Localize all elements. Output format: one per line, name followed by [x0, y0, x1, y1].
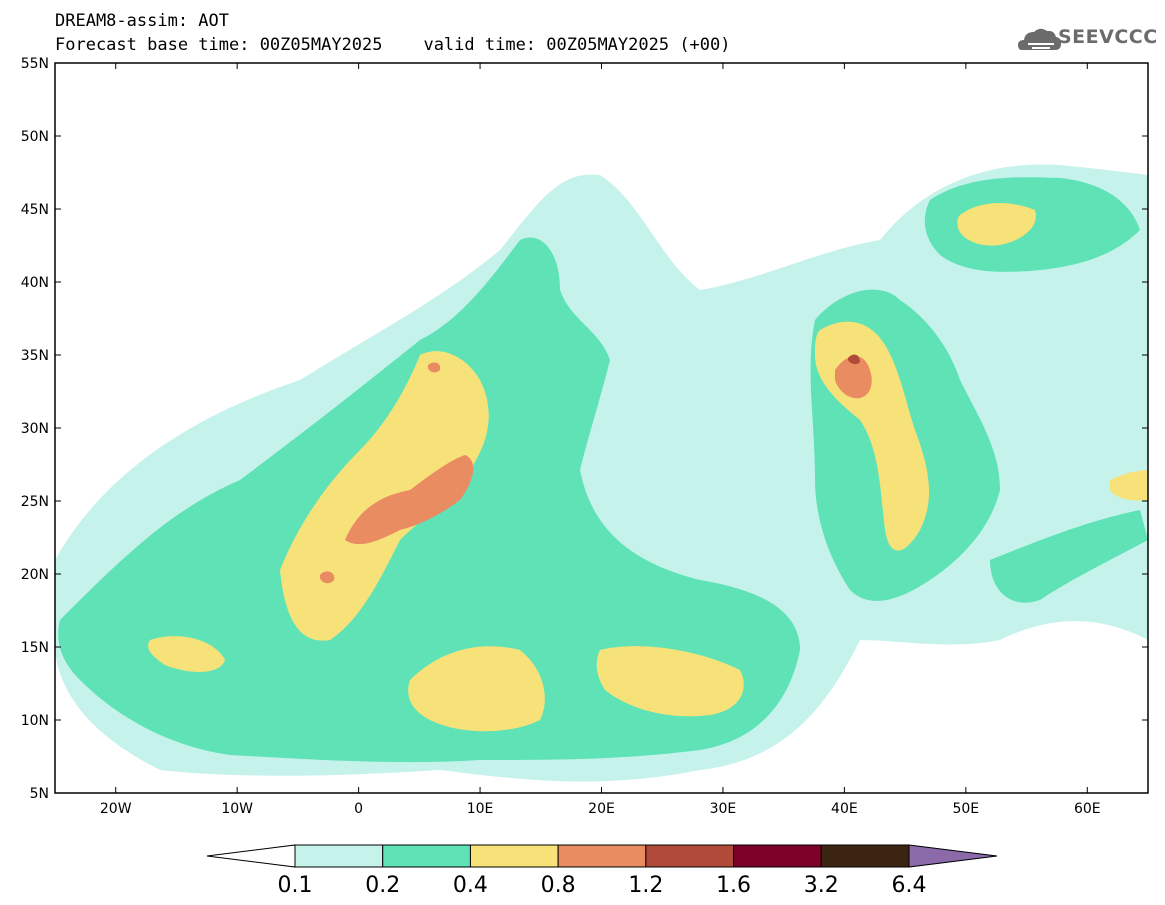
x-tick-label: 40E	[831, 801, 858, 817]
colorbar-label: 0.8	[541, 873, 576, 898]
colorbar-box	[733, 844, 822, 868]
aot-band-0-4-chad	[596, 646, 744, 717]
colorbar-label: 6.4	[892, 873, 927, 898]
y-tick-label: 20N	[21, 567, 49, 583]
y-tick-label: 35N	[21, 348, 49, 364]
x-tick-label: 50E	[952, 801, 979, 817]
aot-band-1-2-iraq	[848, 354, 860, 365]
colorbar-arrow-high	[908, 844, 998, 868]
aot-band-0-4-sahel	[408, 646, 545, 732]
y-tick-label: 30N	[21, 421, 49, 437]
colorbar-label: 1.2	[628, 873, 663, 898]
title-line-1: DREAM8-assim: AOT	[55, 11, 229, 31]
colorbar-box	[469, 844, 559, 868]
aot-fields	[55, 164, 1148, 782]
x-tick-label: 10E	[467, 801, 494, 817]
y-tick-label: 45N	[21, 202, 49, 218]
y-tick-label: 5N	[30, 786, 49, 802]
colorbar-label: 3.2	[804, 873, 839, 898]
aot-band-0-4-caspian	[957, 203, 1036, 246]
colorbar-label: 0.4	[453, 873, 488, 898]
y-tick-label: 50N	[21, 129, 49, 145]
colorbar-box	[557, 844, 647, 868]
logo-text: SEEVCCC	[1058, 26, 1158, 48]
aot-band-0-8-spot2	[320, 571, 335, 584]
colorbar-label: 0.1	[278, 873, 313, 898]
x-tick-label: 20E	[588, 801, 615, 817]
x-axis: 20W 10W 0 10E 20E 30E 40E 50E 60E	[100, 63, 1101, 817]
x-tick-label: 10W	[221, 801, 253, 817]
aot-band-0-4-iran	[1110, 470, 1148, 501]
aot-band-0-4-wafrica	[148, 636, 225, 672]
y-tick-label: 40N	[21, 275, 49, 291]
x-tick-label: 60E	[1074, 801, 1101, 817]
x-tick-label: 0	[354, 801, 363, 817]
colorbar-box	[294, 844, 384, 868]
aot-band-0-8-iraq	[835, 355, 872, 399]
y-tick-label: 10N	[21, 713, 49, 729]
aot-band-0-8-sahara	[345, 455, 474, 545]
aot-band-0-4-sahara	[280, 351, 489, 641]
aot-band-0-2-gulf	[990, 510, 1148, 603]
colorbar-arrow-low	[206, 844, 296, 868]
colorbar-box	[820, 844, 910, 868]
colorbar-label: 0.2	[365, 873, 400, 898]
y-tick-label: 55N	[21, 56, 49, 72]
y-tick-label: 25N	[21, 494, 49, 510]
colorbar-box	[645, 844, 735, 868]
x-tick-label: 20W	[100, 801, 132, 817]
colorbar-label: 1.6	[716, 873, 751, 898]
y-tick-label: 15N	[21, 640, 49, 656]
title-line-2: Forecast base time: 00Z05MAY2025 valid t…	[55, 35, 731, 55]
aot-band-0-8-spot	[428, 362, 441, 373]
cloud-icon	[1018, 28, 1062, 50]
y-axis: 55N 50N 45N 40N 35N 30N 25N 20N 15N 10N 5N	[21, 56, 1148, 802]
x-tick-label: 30E	[710, 801, 737, 817]
colorbar-box	[382, 844, 471, 868]
